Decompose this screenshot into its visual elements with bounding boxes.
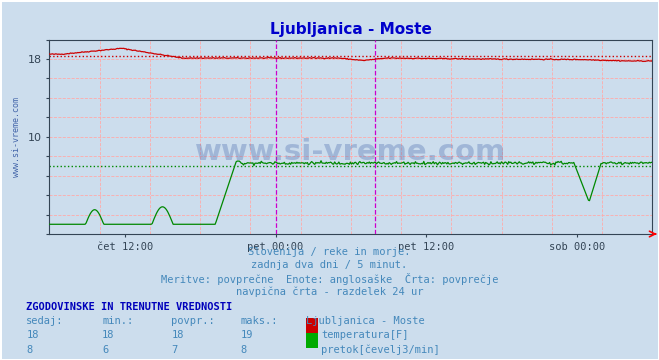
- Text: Meritve: povprečne  Enote: anglosaške  Črta: povprečje: Meritve: povprečne Enote: anglosaške Črt…: [161, 273, 498, 285]
- Text: min.:: min.:: [102, 316, 133, 326]
- Text: Slovenija / reke in morje.: Slovenija / reke in morje.: [248, 247, 411, 257]
- Text: 19: 19: [241, 330, 253, 340]
- Text: povpr.:: povpr.:: [171, 316, 215, 326]
- Text: 18: 18: [26, 330, 39, 340]
- Text: pretok[čevelj3/min]: pretok[čevelj3/min]: [321, 345, 440, 355]
- Text: www.si-vreme.com: www.si-vreme.com: [12, 97, 21, 177]
- Text: 7: 7: [171, 345, 177, 355]
- Text: sedaj:: sedaj:: [26, 316, 64, 326]
- Text: zadnja dva dni / 5 minut.: zadnja dva dni / 5 minut.: [251, 260, 408, 270]
- Text: 8: 8: [241, 345, 246, 355]
- Text: ZGODOVINSKE IN TRENUTNE VREDNOSTI: ZGODOVINSKE IN TRENUTNE VREDNOSTI: [26, 302, 233, 312]
- Text: navpična črta - razdelek 24 ur: navpična črta - razdelek 24 ur: [236, 287, 423, 297]
- Title: Ljubljanica - Moste: Ljubljanica - Moste: [270, 22, 432, 37]
- Text: 6: 6: [102, 345, 108, 355]
- Text: maks.:: maks.:: [241, 316, 278, 326]
- Text: 18: 18: [171, 330, 184, 340]
- Text: Ljubljanica - Moste: Ljubljanica - Moste: [306, 316, 425, 326]
- Text: 18: 18: [102, 330, 115, 340]
- Text: temperatura[F]: temperatura[F]: [321, 330, 409, 340]
- Text: 8: 8: [26, 345, 32, 355]
- Text: www.si-vreme.com: www.si-vreme.com: [195, 138, 507, 166]
